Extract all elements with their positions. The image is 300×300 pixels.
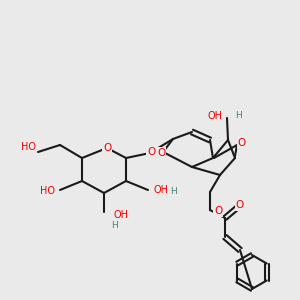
Text: O: O [147, 147, 155, 157]
Text: O: O [214, 206, 222, 216]
Text: HO: HO [40, 186, 55, 196]
Text: H: H [111, 221, 117, 230]
Text: OH: OH [114, 210, 129, 220]
Text: OH: OH [154, 185, 169, 195]
Text: HO: HO [21, 142, 36, 152]
Text: H: H [170, 187, 177, 196]
Text: O: O [157, 148, 165, 158]
Text: H: H [235, 112, 242, 121]
Text: O: O [238, 138, 246, 148]
Text: O: O [103, 143, 111, 153]
Text: OH: OH [207, 111, 222, 121]
Text: O: O [236, 200, 244, 210]
